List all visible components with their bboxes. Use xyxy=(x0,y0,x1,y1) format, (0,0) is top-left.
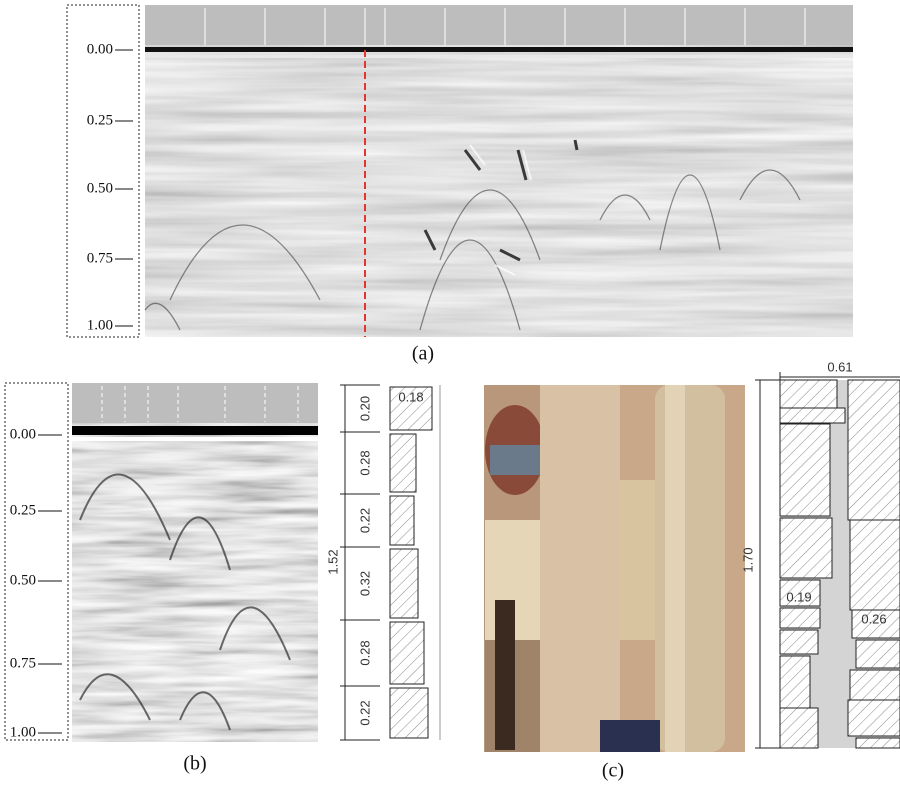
depth-label: 0.00 xyxy=(10,426,36,442)
depth-label: 0.50 xyxy=(87,180,113,196)
caption: (a) xyxy=(412,343,434,365)
depth-label: 0.25 xyxy=(10,502,36,518)
dimension-label: 1.70 xyxy=(740,547,755,572)
photo xyxy=(484,385,745,752)
dimension-label: 0.18 xyxy=(398,389,423,404)
stone-block xyxy=(855,639,900,669)
depth-label: 0.50 xyxy=(10,572,36,588)
depth-label: 1.00 xyxy=(10,724,36,740)
depth-label: 1.00 xyxy=(87,317,113,333)
axis-box xyxy=(4,382,69,741)
dimension-label: 0.28 xyxy=(357,640,372,665)
depth-label: 0.75 xyxy=(10,655,36,671)
stone-block xyxy=(389,687,429,739)
stone-block xyxy=(849,669,900,701)
radargram xyxy=(72,383,318,742)
dimension-label: 1.52 xyxy=(325,549,340,574)
caption: (b) xyxy=(183,753,206,775)
stone-block xyxy=(847,379,900,521)
dimension-label: 0.19 xyxy=(786,589,811,604)
stone-block xyxy=(779,707,819,749)
dimension-diagram: 0.20 0.28 0.22 0.32 0.28 0.22 xyxy=(340,384,441,741)
dimension-label: 0.32 xyxy=(357,571,372,596)
stone-block xyxy=(389,386,433,431)
stone-block xyxy=(779,607,821,629)
stone-block xyxy=(855,737,900,749)
stone-block xyxy=(779,629,819,655)
dimension-label: 0.20 xyxy=(357,396,372,421)
depth-label: 0.00 xyxy=(87,41,113,57)
stone-block xyxy=(779,407,846,424)
depth-label: 0.25 xyxy=(87,112,113,128)
caption: (c) xyxy=(602,760,624,782)
stone-block xyxy=(389,433,417,493)
stone-block xyxy=(779,379,838,409)
stone-block xyxy=(389,548,419,619)
stone-block xyxy=(779,655,811,709)
stone-block xyxy=(849,519,900,611)
stone-block xyxy=(779,423,831,517)
dimension-label: 0.26 xyxy=(861,611,886,626)
stone-block xyxy=(847,699,900,737)
radargram xyxy=(144,5,853,337)
dimension-label: 0.28 xyxy=(357,450,372,475)
stone-block xyxy=(389,621,425,685)
stone-block xyxy=(779,579,821,607)
axis-box xyxy=(66,4,140,338)
dimension-label: 0.22 xyxy=(357,700,372,725)
stone-block xyxy=(389,495,415,546)
stone-block xyxy=(779,517,833,579)
wall-section xyxy=(755,372,900,749)
dimension-label: 0.22 xyxy=(357,508,372,533)
depth-label: 0.75 xyxy=(87,250,113,266)
dimension-label: 0.61 xyxy=(827,359,852,374)
stone-block xyxy=(851,609,900,639)
